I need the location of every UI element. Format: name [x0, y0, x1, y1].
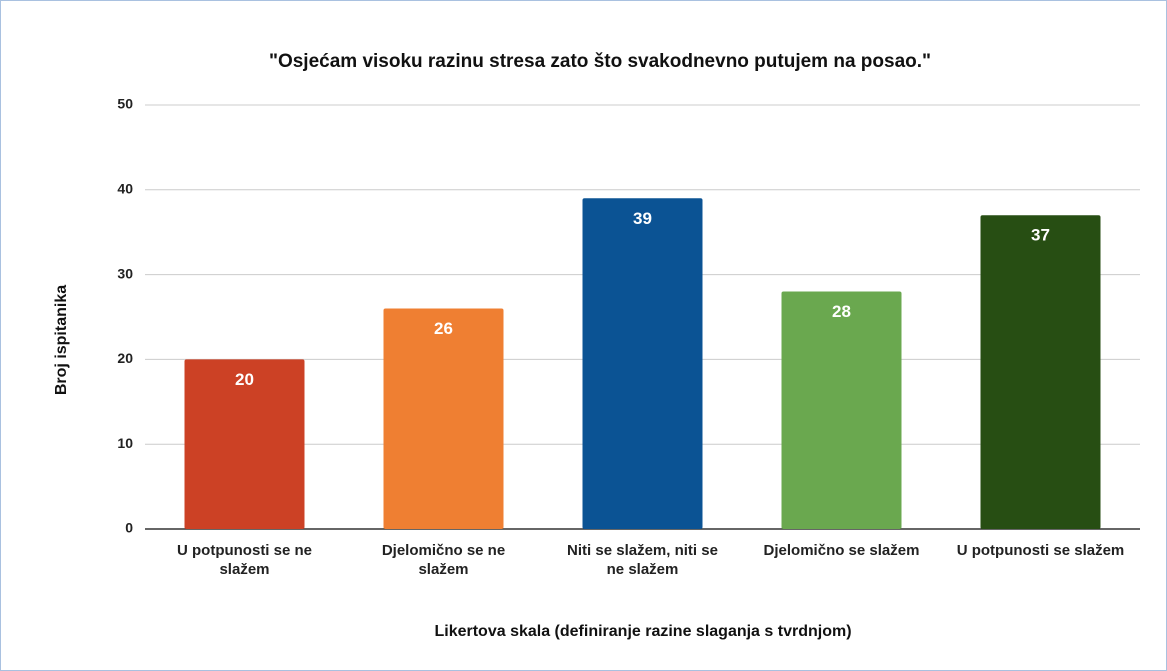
bar [582, 198, 703, 529]
bar [184, 359, 305, 529]
bar [781, 291, 902, 529]
y-tick-label: 40 [117, 181, 133, 197]
y-tick-label: 0 [125, 520, 133, 536]
x-tick-label: U potpunosti se slažem [956, 542, 1125, 559]
y-tick-label: 30 [117, 265, 133, 281]
value-label: 26 [434, 319, 453, 338]
value-label: 37 [1031, 226, 1050, 245]
value-label: 20 [235, 370, 254, 389]
bar [383, 308, 504, 529]
y-axis-title: Broj ispitanika [53, 285, 70, 395]
x-tick-label: Niti se slažem, niti se ne slažem [567, 542, 718, 578]
y-tick-label: 20 [117, 350, 133, 366]
x-tick-label: U potpunosti se ne slažem [177, 542, 312, 578]
value-label: 28 [832, 302, 851, 321]
y-tick-label: 50 [117, 96, 133, 112]
y-tick-label: 10 [117, 435, 133, 451]
x-tick-label: Djelomično se ne slažem [381, 542, 506, 578]
chart-title: "Osjećam visoku razinu stresa zato što s… [269, 51, 931, 72]
x-axis-title: Likertova skala (definiranje razine slag… [434, 623, 851, 640]
x-tick-label: Djelomično se slažem [763, 542, 920, 559]
bar [980, 215, 1101, 530]
value-label: 39 [633, 209, 652, 228]
